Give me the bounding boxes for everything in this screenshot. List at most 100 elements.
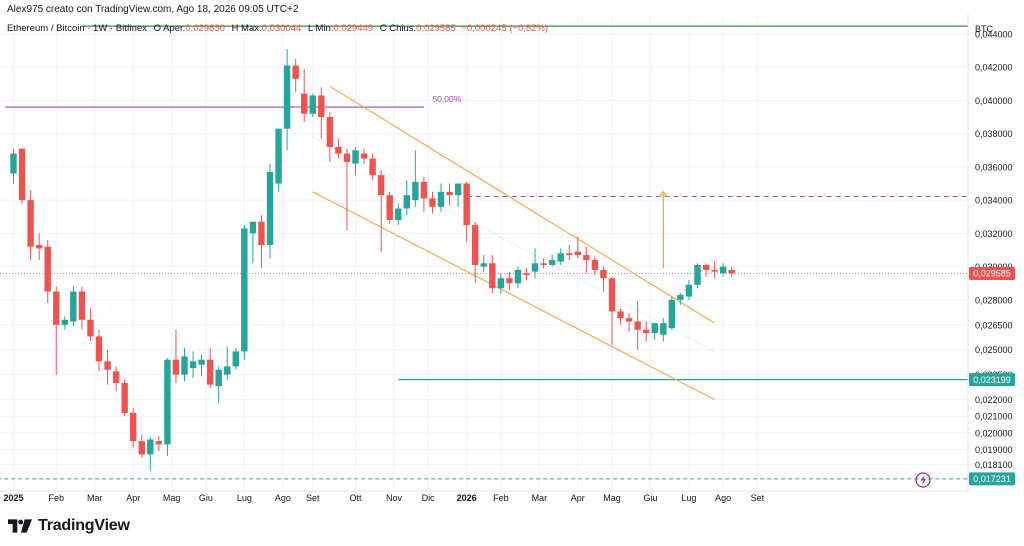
- candle[interactable]: [506, 271, 513, 290]
- candle[interactable]: [437, 183, 445, 212]
- candle[interactable]: [634, 301, 641, 350]
- candle[interactable]: [249, 221, 257, 264]
- candle[interactable]: [728, 266, 735, 277]
- candle[interactable]: [454, 183, 462, 207]
- price-axis[interactable]: 0,018100 0,019000 0,020000 0,021000 0,022000…: [975, 29, 1013, 469]
- channel-midline[interactable]: [312, 136, 715, 352]
- candle[interactable]: [472, 221, 479, 284]
- candle[interactable]: [711, 261, 718, 279]
- candle[interactable]: [386, 191, 393, 224]
- candle[interactable]: [104, 349, 111, 385]
- candle[interactable]: [643, 321, 650, 342]
- candle[interactable]: [95, 329, 103, 372]
- candle[interactable]: [702, 263, 710, 277]
- symbol-title[interactable]: Ethereum / Bitcoin · 1W · Bitfinex: [7, 23, 147, 34]
- channel-upper-line[interactable]: [329, 85, 715, 324]
- candle[interactable]: [557, 248, 564, 265]
- candle[interactable]: [301, 68, 308, 123]
- candle[interactable]: [87, 308, 94, 342]
- candle[interactable]: [18, 148, 26, 204]
- candle[interactable]: [10, 148, 17, 184]
- time-axis[interactable]: 2025 Feb Mar Apr Mag Giu Lug Ago Set Ott Nov Dic 202…: [3, 493, 764, 503]
- candle[interactable]: [360, 148, 368, 164]
- candle[interactable]: [326, 112, 334, 162]
- candle[interactable]: [138, 434, 145, 458]
- candle[interactable]: [112, 366, 120, 392]
- candle[interactable]: [395, 203, 402, 226]
- candle[interactable]: [215, 366, 222, 403]
- candle[interactable]: [540, 258, 547, 269]
- candle[interactable]: [668, 296, 676, 330]
- candle[interactable]: [489, 254, 496, 294]
- candle[interactable]: [44, 240, 51, 304]
- candle[interactable]: [480, 254, 487, 272]
- candle[interactable]: [403, 180, 410, 216]
- candle[interactable]: [497, 273, 505, 294]
- candle[interactable]: [369, 153, 376, 181]
- candle[interactable]: [651, 323, 658, 340]
- candle[interactable]: [352, 146, 359, 176]
- candle[interactable]: [198, 354, 205, 377]
- candle[interactable]: [685, 279, 693, 300]
- candle[interactable]: [78, 286, 86, 330]
- candle[interactable]: [523, 268, 530, 280]
- candle[interactable]: [463, 181, 470, 242]
- candle[interactable]: [155, 436, 163, 452]
- candle[interactable]: [164, 358, 171, 457]
- candle[interactable]: [591, 256, 599, 275]
- time-tick-label: Ott: [349, 493, 362, 503]
- candle[interactable]: [224, 346, 231, 380]
- candle[interactable]: [429, 191, 436, 214]
- lightning-icon[interactable]: [915, 472, 931, 488]
- candle[interactable]: [61, 316, 68, 330]
- candle[interactable]: [309, 93, 316, 118]
- candle[interactable]: [53, 286, 60, 375]
- candle[interactable]: [617, 308, 624, 325]
- candle[interactable]: [660, 318, 667, 342]
- candle[interactable]: [292, 58, 299, 93]
- candle[interactable]: [189, 351, 197, 378]
- candle[interactable]: [241, 225, 248, 360]
- candle[interactable]: [35, 233, 43, 260]
- candle[interactable]: [130, 407, 137, 448]
- candle[interactable]: [719, 263, 727, 277]
- candle[interactable]: [181, 348, 188, 382]
- candle[interactable]: [318, 87, 325, 139]
- candle-body: [429, 198, 436, 207]
- candle[interactable]: [412, 150, 419, 207]
- candle[interactable]: [283, 48, 291, 151]
- candle[interactable]: [574, 236, 581, 259]
- candle[interactable]: [27, 190, 34, 260]
- candle[interactable]: [121, 379, 128, 417]
- candle[interactable]: [172, 329, 180, 383]
- candle[interactable]: [266, 163, 274, 259]
- candle[interactable]: [694, 263, 701, 289]
- candle[interactable]: [377, 170, 385, 252]
- candle[interactable]: [566, 245, 573, 260]
- channel-lower-line[interactable]: [312, 191, 715, 401]
- candle[interactable]: [343, 148, 351, 231]
- candle[interactable]: [608, 276, 616, 345]
- candle-body: [343, 153, 351, 162]
- candle[interactable]: [677, 293, 684, 305]
- currency-label[interactable]: BTC: [975, 24, 993, 34]
- candle[interactable]: [206, 348, 214, 388]
- candle[interactable]: [147, 437, 154, 472]
- candle[interactable]: [258, 215, 265, 269]
- candle[interactable]: [514, 266, 522, 289]
- replay-button[interactable]: [915, 472, 931, 488]
- candle[interactable]: [600, 266, 607, 292]
- candle[interactable]: [335, 138, 342, 159]
- time-tick-label: Apr: [571, 493, 585, 503]
- candle[interactable]: [583, 246, 590, 274]
- candle[interactable]: [548, 254, 556, 267]
- candle[interactable]: [446, 183, 453, 206]
- candle[interactable]: [420, 176, 428, 212]
- candle[interactable]: [232, 348, 239, 370]
- candle[interactable]: [275, 128, 282, 192]
- candle[interactable]: [70, 286, 77, 327]
- candle[interactable]: [531, 248, 539, 279]
- tradingview-brand[interactable]: TradingView: [8, 514, 130, 538]
- candle[interactable]: [625, 313, 633, 332]
